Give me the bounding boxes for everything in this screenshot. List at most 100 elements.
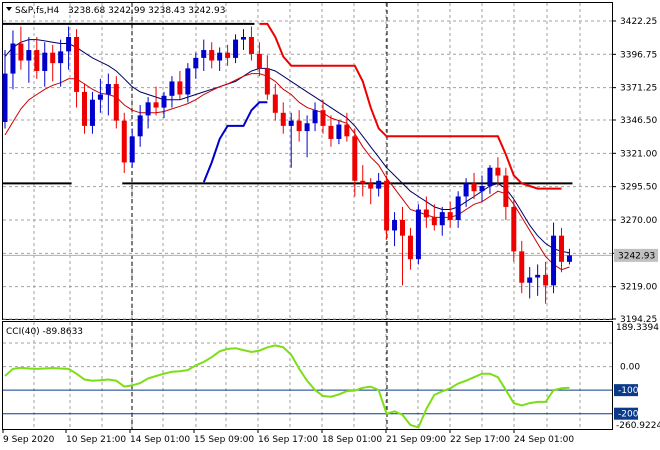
candle[interactable]	[368, 178, 374, 205]
candle[interactable]	[82, 84, 87, 134]
candle[interactable]	[400, 206, 405, 286]
candle-body	[415, 209, 421, 260]
candle-body	[407, 235, 413, 260]
candle[interactable]	[328, 115, 334, 147]
candle[interactable]	[185, 63, 191, 103]
candle[interactable]	[177, 70, 183, 100]
candle[interactable]	[280, 102, 286, 134]
candle[interactable]	[352, 128, 358, 197]
symbol-dropdown-icon[interactable]	[6, 7, 12, 11]
candle[interactable]	[121, 112, 127, 173]
candle-body	[18, 43, 24, 61]
candle[interactable]	[407, 227, 413, 270]
candle-body	[471, 183, 477, 192]
candle[interactable]	[495, 157, 501, 186]
candle[interactable]	[89, 91, 95, 134]
candle[interactable]	[248, 26, 254, 61]
candle[interactable]	[336, 120, 342, 145]
cci-min-label: -260.9224	[616, 421, 660, 431]
candle-body	[74, 36, 80, 92]
candle-body	[50, 52, 56, 64]
candle[interactable]	[559, 227, 564, 273]
candle[interactable]	[193, 52, 199, 79]
candle-body	[248, 36, 254, 54]
candle[interactable]	[58, 39, 64, 87]
candle[interactable]	[439, 206, 445, 236]
candle[interactable]	[34, 36, 40, 79]
cci-grid	[33, 322, 581, 429]
candle[interactable]	[42, 42, 48, 87]
channel-upper-line	[259, 22, 562, 190]
candle[interactable]	[241, 29, 246, 51]
candle[interactable]	[566, 248, 572, 265]
candle-body	[2, 73, 8, 122]
candle[interactable]	[225, 44, 231, 66]
candle-body	[376, 180, 382, 189]
candle[interactable]	[304, 115, 310, 158]
candle[interactable]	[66, 26, 72, 70]
candle[interactable]	[551, 222, 557, 294]
candle-body	[280, 112, 286, 126]
candle[interactable]	[463, 178, 469, 207]
candle[interactable]	[376, 172, 382, 197]
candle[interactable]	[97, 78, 103, 113]
candle[interactable]	[26, 36, 32, 83]
candle[interactable]	[527, 267, 533, 299]
candle[interactable]	[384, 175, 390, 240]
candle[interactable]	[511, 199, 517, 262]
candle[interactable]	[18, 26, 24, 70]
candle[interactable]	[217, 47, 223, 71]
candles[interactable]	[2, 26, 572, 304]
time-tick-label: 18 Sep 01:00	[322, 435, 382, 445]
candle[interactable]	[447, 201, 453, 228]
candle-body	[153, 102, 159, 108]
candle[interactable]	[479, 175, 485, 202]
candle[interactable]	[113, 76, 119, 129]
candle[interactable]	[145, 97, 151, 129]
candle[interactable]	[233, 34, 239, 64]
candle[interactable]	[415, 204, 421, 265]
candle[interactable]	[360, 165, 366, 197]
candle[interactable]	[431, 204, 437, 231]
candle[interactable]	[201, 39, 207, 71]
candle[interactable]	[10, 30, 16, 90]
candle[interactable]	[423, 196, 429, 228]
candle[interactable]	[344, 112, 350, 142]
candle-body	[225, 52, 231, 58]
candle[interactable]	[503, 167, 509, 220]
candle[interactable]	[153, 86, 159, 116]
cci-tick-label: -100	[618, 386, 639, 396]
cci-tick-label: -200	[618, 410, 639, 420]
candle[interactable]	[471, 172, 477, 200]
candle[interactable]	[105, 73, 111, 116]
candle[interactable]	[543, 261, 549, 304]
candle[interactable]	[312, 102, 318, 132]
time-tick-label: 10 Sep 21:00	[66, 435, 126, 445]
candle[interactable]	[256, 42, 262, 77]
candle[interactable]	[455, 191, 461, 228]
price-panel-frame	[2, 2, 613, 320]
candle-body	[320, 110, 326, 126]
candle[interactable]	[535, 264, 541, 296]
candle[interactable]	[519, 240, 525, 294]
candle[interactable]	[169, 76, 175, 108]
price-channel	[202, 22, 562, 190]
candle[interactable]	[161, 91, 167, 119]
candle[interactable]	[264, 55, 270, 100]
candle-body	[304, 123, 310, 132]
candle[interactable]	[392, 212, 398, 247]
candle[interactable]	[50, 44, 56, 82]
candle[interactable]	[272, 84, 278, 121]
candle[interactable]	[320, 99, 326, 134]
candle-body	[439, 212, 445, 226]
candle[interactable]	[137, 104, 143, 147]
candle[interactable]	[74, 29, 80, 108]
candle-body	[137, 115, 143, 137]
candle[interactable]	[2, 50, 8, 129]
candle[interactable]	[487, 165, 493, 194]
candle[interactable]	[129, 128, 135, 168]
candle[interactable]	[296, 110, 302, 142]
candle[interactable]	[288, 112, 294, 168]
candle[interactable]	[209, 42, 215, 69]
